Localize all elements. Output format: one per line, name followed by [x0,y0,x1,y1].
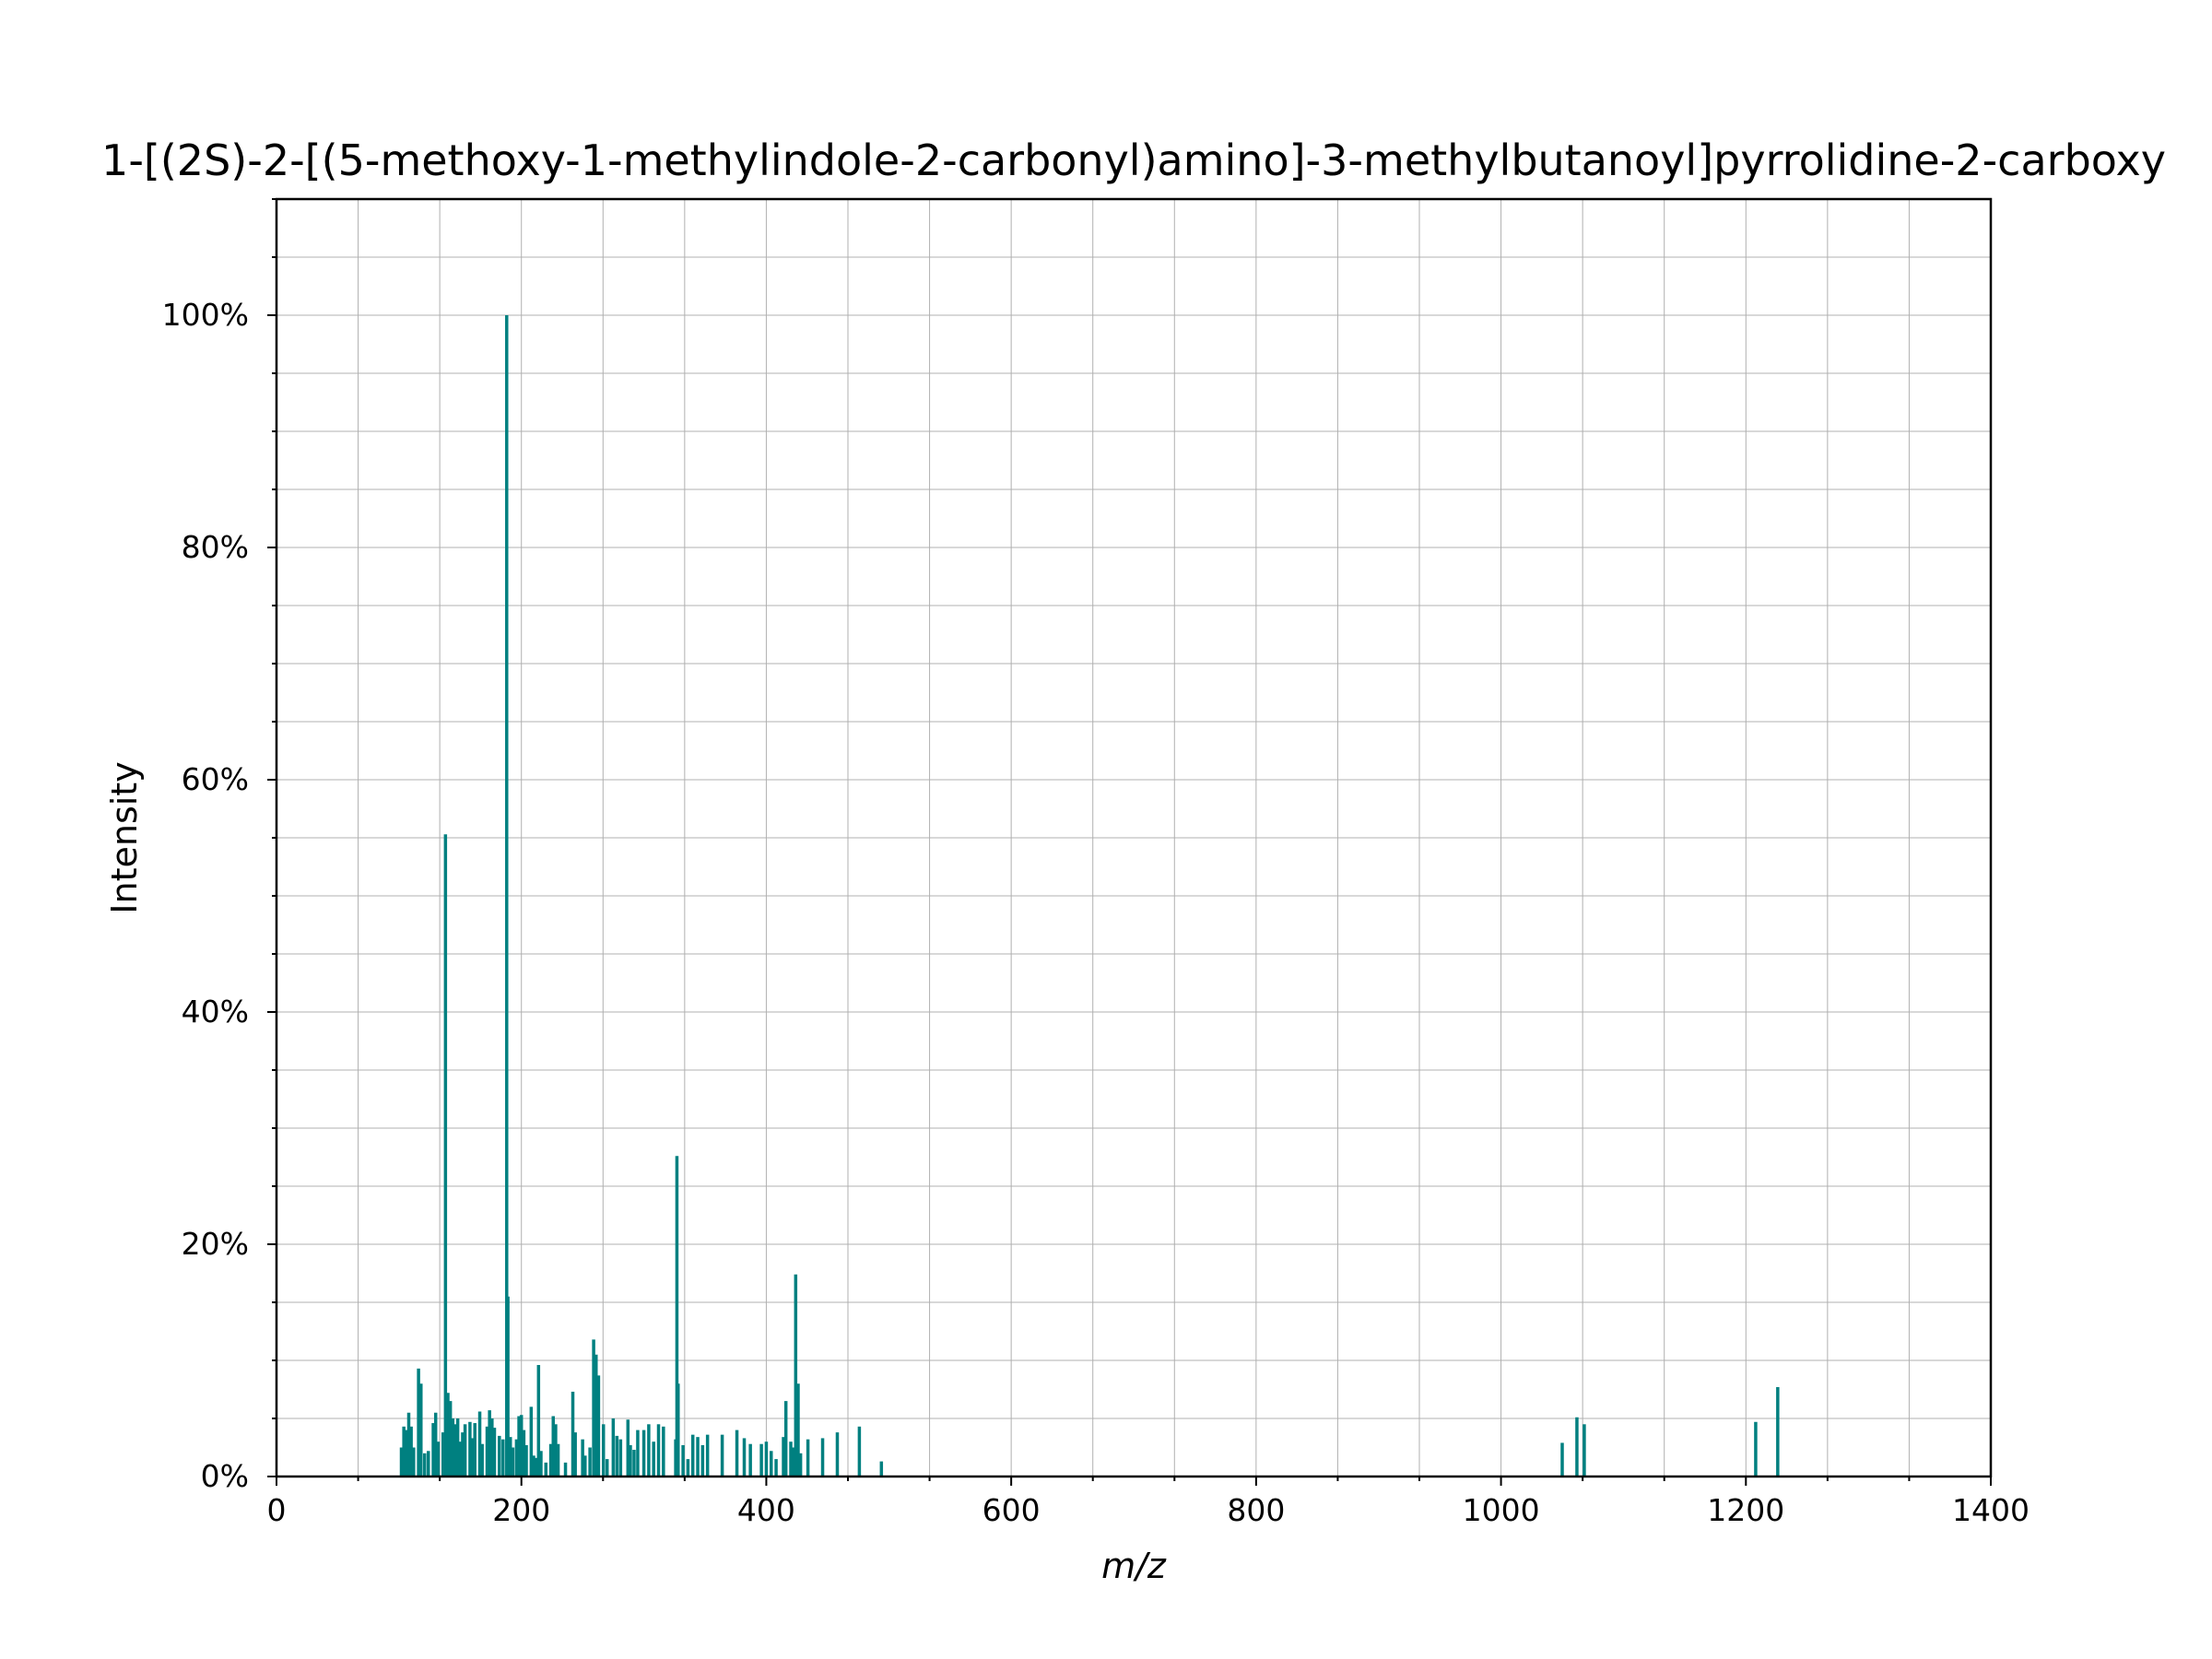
x-tick-label: 1200 [1707,1492,1784,1528]
y-tick-label: 60% [182,761,249,797]
chart-title: 1-[(2S)-2-[(5-methoxy-1-methylindole-2-c… [101,135,2166,185]
axis-tick-labels: 0 200 400 600 800 1000 1200 1400 0% 20% 40% 60% 80% 1… [162,297,2030,1528]
x-tick-label: 200 [492,1492,550,1528]
peak-bars [399,315,1780,1477]
x-tick-label: 600 [982,1492,1041,1528]
grid [276,198,1992,1477]
x-tick-label: 800 [1227,1492,1285,1528]
y-tick-label: 0% [201,1458,249,1494]
y-tick-label: 20% [182,1226,249,1262]
x-tick-label: 0 [267,1492,287,1528]
y-axis-label: Intensity [104,761,145,913]
x-axis-label: m/z [1101,1546,1167,1586]
y-tick-label: 80% [182,529,249,565]
x-tick-label: 400 [737,1492,795,1528]
x-tick-label: 1400 [1952,1492,2030,1528]
y-tick-label: 40% [182,994,249,1030]
x-tick-label: 1000 [1463,1492,1540,1528]
axis-ticks [267,198,1992,1486]
y-tick-label: 100% [162,297,249,333]
